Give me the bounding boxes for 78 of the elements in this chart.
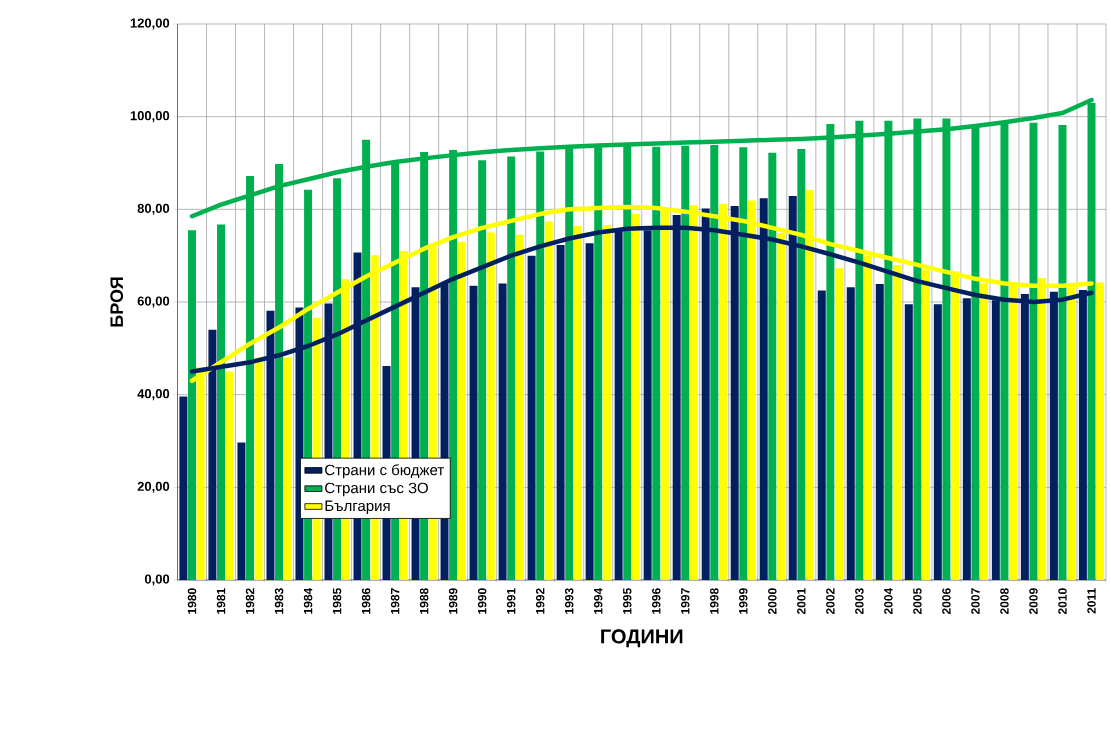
bar xyxy=(217,224,226,580)
x-tick-label: 2006 xyxy=(942,588,951,615)
x-tick-label: 2011 xyxy=(1087,588,1096,614)
x-tick-label: 2001 xyxy=(797,588,806,615)
bar xyxy=(817,290,826,580)
x-tick-label: 1990 xyxy=(477,588,487,614)
y-tick-label: 20,00 xyxy=(137,481,170,493)
bar xyxy=(768,152,777,580)
bar xyxy=(1058,125,1067,580)
x-tick-label: 1988 xyxy=(419,588,429,614)
bar xyxy=(544,221,553,580)
bar xyxy=(486,232,495,580)
bar xyxy=(962,298,971,580)
x-tick-label: 1986 xyxy=(361,588,371,614)
y-axis-title: БРОЯ xyxy=(110,277,124,327)
bar xyxy=(498,283,507,580)
bar xyxy=(904,304,913,580)
x-tick-label: 1983 xyxy=(274,588,284,614)
y-tick-label: 100,00 xyxy=(130,111,170,123)
bar xyxy=(527,255,536,580)
x-tick-label: 2010 xyxy=(1058,588,1067,615)
x-tick-label: 1982 xyxy=(245,588,255,614)
y-tick-label: 80,00 xyxy=(137,203,170,215)
x-tick-label: 1981 xyxy=(216,588,226,614)
bar xyxy=(739,147,748,580)
legend-label: Страни с бюджет xyxy=(325,464,444,479)
bar xyxy=(457,241,466,580)
y-tick-label: 60,00 xyxy=(137,296,170,308)
x-tick-label: 1998 xyxy=(710,588,719,614)
y-tick-label: 40,00 xyxy=(137,389,170,401)
x-tick-label: 1991 xyxy=(506,588,516,614)
x-tick-label: 1994 xyxy=(593,587,603,614)
bar xyxy=(179,396,188,580)
x-tick-label: 2004 xyxy=(884,587,893,615)
bar xyxy=(254,357,263,580)
x-tick-label: 1992 xyxy=(535,588,545,614)
x-tick-label: 1987 xyxy=(390,588,400,614)
bar xyxy=(515,234,524,580)
bar xyxy=(585,243,594,580)
bar xyxy=(933,304,942,580)
legend-label: Страни със ЗО xyxy=(325,482,428,497)
x-tick-label: 2003 xyxy=(855,588,864,615)
y-tick-label: 0,00 xyxy=(144,574,170,586)
bar xyxy=(1096,282,1105,580)
bar xyxy=(631,213,640,580)
bar xyxy=(846,287,855,580)
x-tick-label: 2002 xyxy=(826,588,835,615)
bar xyxy=(469,285,478,580)
bar xyxy=(1029,122,1038,580)
bar xyxy=(834,268,843,580)
bar xyxy=(225,371,234,580)
x-tick-label: 2009 xyxy=(1029,588,1038,615)
x-tick-label: 1989 xyxy=(448,588,458,614)
x-axis-title: ГОДИНИ xyxy=(601,629,683,648)
x-tick-label: 1980 xyxy=(187,588,197,614)
legend-label: България xyxy=(325,500,390,515)
bar xyxy=(507,156,516,580)
x-tick-label: 1984 xyxy=(303,587,313,614)
x-tick-label: 2000 xyxy=(768,588,777,615)
bar xyxy=(478,160,487,580)
y-tick-label: 120,00 xyxy=(130,18,170,30)
x-tick-label: 1996 xyxy=(652,588,661,614)
bar xyxy=(237,442,246,580)
x-tick-label: 1999 xyxy=(739,588,748,614)
x-tick-label: 1993 xyxy=(564,588,574,614)
x-tick-label: 2005 xyxy=(913,588,922,615)
bar xyxy=(188,230,197,580)
x-tick-label: 1997 xyxy=(681,588,690,614)
x-tick-label: 2008 xyxy=(1000,588,1009,615)
bar xyxy=(797,149,806,580)
bar xyxy=(573,226,582,580)
bar xyxy=(875,283,884,580)
x-tick-label: 1985 xyxy=(332,588,342,614)
x-tick-label: 2007 xyxy=(971,588,980,615)
bar xyxy=(602,225,611,580)
bar xyxy=(892,264,901,580)
bar xyxy=(283,357,292,580)
x-tick-label: 1995 xyxy=(623,588,632,614)
